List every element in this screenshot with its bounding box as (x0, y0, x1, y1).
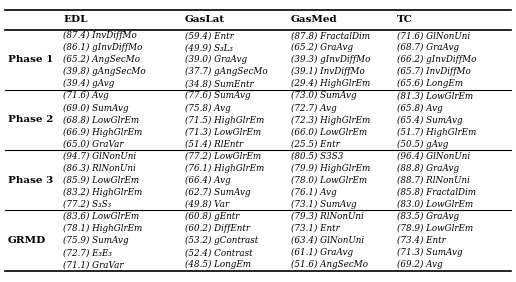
Text: (61.1) GraAvg: (61.1) GraAvg (291, 248, 353, 257)
Text: (69.0) SumAvg: (69.0) SumAvg (63, 103, 129, 113)
Text: (78.0) LowGlrEm: (78.0) LowGlrEm (291, 176, 367, 185)
Text: (39.1) InvDiffMo: (39.1) InvDiffMo (291, 67, 365, 76)
Text: (59.4) Entr: (59.4) Entr (185, 31, 233, 40)
Text: (71.1) GraVar: (71.1) GraVar (63, 260, 124, 269)
Text: (77.2) LowGlrEm: (77.2) LowGlrEm (185, 152, 261, 161)
Text: (50.5) gAvg: (50.5) gAvg (397, 140, 448, 149)
Text: (65.7) InvDiffMo: (65.7) InvDiffMo (397, 67, 471, 76)
Text: (88.7) RlNonUni: (88.7) RlNonUni (397, 176, 470, 185)
Text: (65.0) GraVar: (65.0) GraVar (63, 140, 124, 149)
Text: (29.4) HighGlrEm: (29.4) HighGlrEm (291, 79, 370, 89)
Text: (81.3) LowGlrEm: (81.3) LowGlrEm (397, 91, 473, 100)
Text: (78.9) LowGlrEm: (78.9) LowGlrEm (397, 224, 473, 233)
Text: (71.6) Avg: (71.6) Avg (63, 91, 109, 100)
Text: (88.8) GraAvg: (88.8) GraAvg (397, 164, 459, 173)
Text: (79.9) HighGlrEm: (79.9) HighGlrEm (291, 164, 370, 173)
Text: (65.2) GraAvg: (65.2) GraAvg (291, 43, 353, 52)
Text: (39.3) gInvDiffMo: (39.3) gInvDiffMo (291, 55, 370, 64)
Text: (73.0) SumAvg: (73.0) SumAvg (291, 91, 357, 100)
Text: (85.8) FractalDim: (85.8) FractalDim (397, 188, 476, 197)
Text: (66.4) Avg: (66.4) Avg (185, 176, 231, 185)
Text: GasMed: GasMed (291, 15, 337, 24)
Text: (86.1) gInvDiffMo: (86.1) gInvDiffMo (63, 43, 143, 52)
Text: (62.7) SumAvg: (62.7) SumAvg (185, 188, 250, 197)
Text: (53.2) gContrast: (53.2) gContrast (185, 236, 258, 245)
Text: (73.1) Entr: (73.1) Entr (291, 224, 340, 233)
Text: (77.6) SumAvg: (77.6) SumAvg (185, 91, 250, 100)
Text: (34.8) SumEntr: (34.8) SumEntr (185, 79, 253, 88)
Text: (72.7) E₃E₃: (72.7) E₃E₃ (63, 248, 112, 257)
Text: (73.1) SumAvg: (73.1) SumAvg (291, 200, 357, 209)
Text: (39.8) gAngSecMo: (39.8) gAngSecMo (63, 67, 146, 76)
Text: (49.8) Var: (49.8) Var (185, 200, 229, 209)
Text: (65.8) Avg: (65.8) Avg (397, 103, 443, 113)
Text: (87.4) InvDiffMo: (87.4) InvDiffMo (63, 31, 137, 40)
Text: (72.7) Avg: (72.7) Avg (291, 103, 336, 113)
Text: (66.0) LowGlrEm: (66.0) LowGlrEm (291, 127, 367, 136)
Text: (77.2) S₃S₃: (77.2) S₃S₃ (63, 200, 111, 209)
Text: (65.2) AngSecMo: (65.2) AngSecMo (63, 55, 140, 64)
Text: (72.3) HighGlrEm: (72.3) HighGlrEm (291, 115, 370, 125)
Text: (71.5) HighGlrEm: (71.5) HighGlrEm (185, 115, 264, 125)
Text: (60.2) DiffEntr: (60.2) DiffEntr (185, 224, 250, 233)
Text: (51.7) HighGlrEm: (51.7) HighGlrEm (397, 127, 476, 136)
Text: (65.4) SumAvg: (65.4) SumAvg (397, 115, 463, 125)
Text: GasLat: GasLat (185, 15, 225, 24)
Text: (52.4) Contrast: (52.4) Contrast (185, 248, 252, 257)
Text: Phase 3: Phase 3 (8, 176, 53, 185)
Text: (71.6) GlNonUni: (71.6) GlNonUni (397, 31, 470, 40)
Text: (83.0) LowGlrEm: (83.0) LowGlrEm (397, 200, 473, 209)
Text: EDL: EDL (63, 15, 88, 24)
Text: Phase 1: Phase 1 (8, 55, 53, 64)
Text: (63.4) GlNonUni: (63.4) GlNonUni (291, 236, 364, 245)
Text: TC: TC (397, 15, 413, 24)
Text: (51.4) RlEntr: (51.4) RlEntr (185, 140, 243, 149)
Text: (83.5) GraAvg: (83.5) GraAvg (397, 212, 459, 221)
Text: (68.7) GraAvg: (68.7) GraAvg (397, 43, 459, 52)
Text: (37.7) gAngSecMo: (37.7) gAngSecMo (185, 67, 267, 76)
Text: (75.8) Avg: (75.8) Avg (185, 103, 231, 113)
Text: (76.1) HighGlrEm: (76.1) HighGlrEm (185, 164, 264, 173)
Text: (71.3) SumAvg: (71.3) SumAvg (397, 248, 463, 257)
Text: (85.9) LowGlrEm: (85.9) LowGlrEm (63, 176, 139, 185)
Text: (79.3) RlNonUni: (79.3) RlNonUni (291, 212, 364, 221)
Text: (86.3) RlNonUni: (86.3) RlNonUni (63, 164, 136, 173)
Text: (73.4) Entr: (73.4) Entr (397, 236, 446, 245)
Text: (49.9) S₃L₃: (49.9) S₃L₃ (185, 43, 233, 52)
Text: (71.3) LowGlrEm: (71.3) LowGlrEm (185, 127, 261, 136)
Text: (80.5) S3S3: (80.5) S3S3 (291, 152, 343, 161)
Text: (78.1) HighGlrEm: (78.1) HighGlrEm (63, 224, 142, 233)
Text: Phase 2: Phase 2 (8, 116, 53, 124)
Text: (75.9) SumAvg: (75.9) SumAvg (63, 236, 129, 245)
Text: (66.9) HighGlrEm: (66.9) HighGlrEm (63, 127, 142, 136)
Text: (60.8) gEntr: (60.8) gEntr (185, 212, 239, 221)
Text: (25.5) Entr: (25.5) Entr (291, 140, 340, 149)
Text: (65.6) LongEm: (65.6) LongEm (397, 79, 463, 89)
Text: (83.2) HighGlrEm: (83.2) HighGlrEm (63, 188, 142, 197)
Text: (39.4) gAvg: (39.4) gAvg (63, 79, 115, 89)
Text: (76.1) Avg: (76.1) Avg (291, 188, 336, 197)
Text: (69.2) Avg: (69.2) Avg (397, 260, 443, 269)
Text: (94.7) GlNonUni: (94.7) GlNonUni (63, 152, 136, 161)
Text: GRMD: GRMD (8, 236, 46, 245)
Text: (83.6) LowGlrEm: (83.6) LowGlrEm (63, 212, 139, 221)
Text: (87.8) FractalDim: (87.8) FractalDim (291, 31, 370, 40)
Text: (68.8) LowGlrEm: (68.8) LowGlrEm (63, 116, 139, 124)
Text: (51.6) AngSecMo: (51.6) AngSecMo (291, 260, 368, 269)
Text: (39.0) GraAvg: (39.0) GraAvg (185, 55, 247, 64)
Text: (66.2) gInvDiffMo: (66.2) gInvDiffMo (397, 55, 476, 64)
Text: (48.5) LongEm: (48.5) LongEm (185, 260, 251, 269)
Text: (96.4) GlNonUni: (96.4) GlNonUni (397, 152, 470, 161)
